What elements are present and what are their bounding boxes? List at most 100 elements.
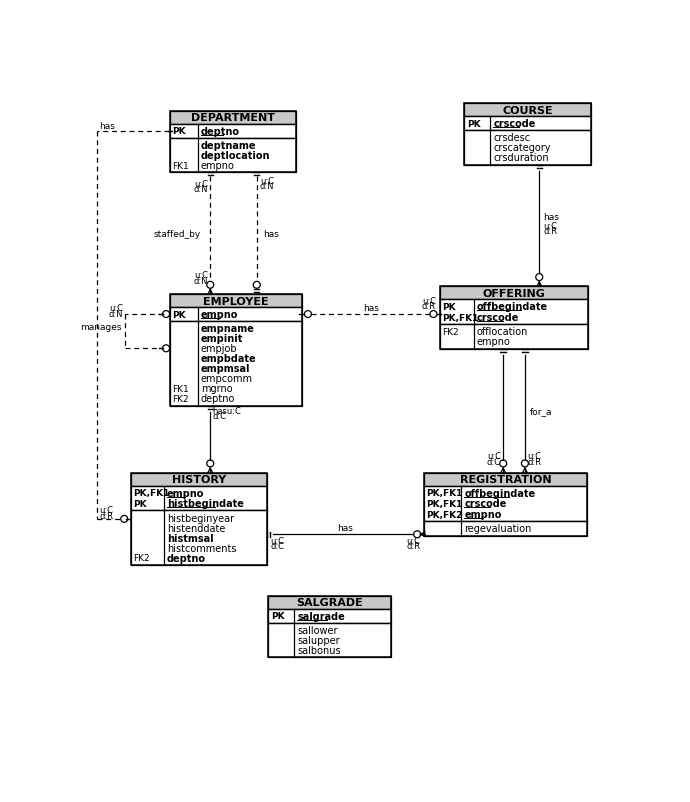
Text: u:C: u:C	[406, 537, 420, 545]
Text: histcomments: histcomments	[167, 543, 237, 553]
Text: salupper: salupper	[297, 635, 339, 646]
Text: empmsal: empmsal	[201, 364, 250, 374]
Text: HISTORY: HISTORY	[172, 475, 226, 484]
Text: u:C: u:C	[527, 452, 541, 460]
Text: regevaluation: regevaluation	[464, 524, 532, 534]
Text: empno: empno	[201, 161, 235, 171]
Text: has: has	[99, 122, 115, 131]
Text: d:N: d:N	[193, 184, 208, 194]
Bar	[424, 473, 587, 536]
Text: d:N: d:N	[193, 277, 208, 286]
Bar	[268, 596, 391, 610]
Text: PK: PK	[466, 119, 480, 128]
Text: has: has	[543, 213, 559, 221]
Text: empno: empno	[167, 488, 204, 498]
Text: d:R: d:R	[99, 511, 113, 520]
Bar	[440, 325, 589, 349]
Text: PK: PK	[172, 128, 186, 136]
Text: d:R: d:R	[406, 541, 420, 551]
Text: crscode: crscode	[464, 499, 507, 508]
Text: PK: PK	[134, 500, 147, 508]
Text: histmsal: histmsal	[167, 533, 213, 543]
Text: FK2: FK2	[134, 553, 150, 562]
Text: FK1: FK1	[172, 384, 189, 393]
Text: FK2: FK2	[442, 327, 459, 337]
Bar	[440, 300, 589, 325]
Text: has: has	[337, 523, 353, 533]
Bar	[170, 294, 302, 308]
Text: PK: PK	[172, 310, 186, 319]
Bar	[131, 511, 267, 565]
Text: d:R: d:R	[527, 457, 541, 466]
Text: PK,FK1: PK,FK1	[442, 314, 478, 322]
Bar	[268, 596, 391, 658]
Text: d:C: d:C	[213, 411, 226, 421]
Bar	[424, 521, 587, 536]
Bar	[170, 322, 302, 406]
Text: crscode: crscode	[493, 119, 535, 129]
Bar	[131, 473, 267, 486]
Bar	[170, 111, 295, 173]
Text: d:R: d:R	[422, 302, 436, 310]
Text: deptno: deptno	[201, 394, 235, 404]
Text: histbegindate: histbegindate	[167, 499, 244, 508]
Text: REGISTRATION: REGISTRATION	[460, 475, 551, 484]
Text: for_a: for_a	[529, 407, 552, 415]
Text: PK: PK	[270, 612, 284, 621]
Text: u:C: u:C	[194, 180, 208, 188]
Text: u:C: u:C	[99, 505, 113, 514]
Text: d:R: d:R	[543, 227, 557, 236]
Text: histbeginyear: histbeginyear	[167, 513, 234, 523]
Bar	[268, 610, 391, 623]
Text: crscategory: crscategory	[493, 143, 551, 153]
Text: u:C: u:C	[110, 304, 124, 313]
Text: FK1: FK1	[172, 161, 189, 170]
Bar	[170, 124, 295, 139]
Text: d:C: d:C	[270, 541, 285, 551]
Text: u:C: u:C	[270, 537, 285, 545]
Bar	[170, 308, 302, 322]
Text: empbdate: empbdate	[201, 354, 257, 364]
Bar	[440, 287, 589, 349]
Text: u:C: u:C	[487, 452, 501, 460]
Text: offbegindate: offbegindate	[477, 302, 548, 312]
Text: mgrno: mgrno	[201, 384, 233, 394]
Bar	[464, 104, 591, 165]
Text: empno: empno	[201, 310, 238, 320]
Text: has: has	[363, 303, 379, 312]
Bar	[131, 486, 267, 511]
Text: deptno: deptno	[201, 127, 240, 136]
Text: salgrade: salgrade	[297, 611, 345, 621]
Text: DEPARTMENT: DEPARTMENT	[190, 113, 275, 124]
Text: PK: PK	[442, 302, 455, 311]
Text: manages: manages	[81, 322, 122, 332]
Text: PK,FK2: PK,FK2	[426, 510, 463, 519]
Text: COURSE: COURSE	[502, 106, 553, 115]
Bar	[131, 473, 267, 565]
Text: EMPLOYEE: EMPLOYEE	[203, 296, 268, 306]
Text: empinit: empinit	[201, 334, 244, 344]
Text: offbegindate: offbegindate	[464, 488, 535, 498]
Text: u:C: u:C	[260, 176, 274, 185]
Text: histenddate: histenddate	[167, 523, 225, 533]
Text: deptno: deptno	[167, 553, 206, 563]
Bar	[464, 131, 591, 165]
Text: has: has	[263, 229, 279, 238]
Bar	[424, 473, 587, 486]
Bar	[170, 139, 295, 173]
Text: offlocation: offlocation	[477, 327, 529, 337]
Text: u:C: u:C	[194, 271, 208, 280]
Text: PK,FK1: PK,FK1	[426, 488, 463, 497]
Text: PK,FK1: PK,FK1	[134, 488, 170, 497]
Text: staffed_by: staffed_by	[154, 229, 201, 238]
Text: deptname: deptname	[201, 141, 257, 151]
Bar	[170, 294, 302, 406]
Bar	[464, 104, 591, 117]
Text: crsdesc: crsdesc	[493, 133, 530, 143]
Bar	[464, 117, 591, 131]
Text: u:C: u:C	[422, 296, 436, 306]
Text: u:C: u:C	[543, 221, 557, 231]
Text: d:C: d:C	[487, 457, 501, 466]
Bar	[440, 287, 589, 300]
Text: empcomm: empcomm	[201, 374, 253, 384]
